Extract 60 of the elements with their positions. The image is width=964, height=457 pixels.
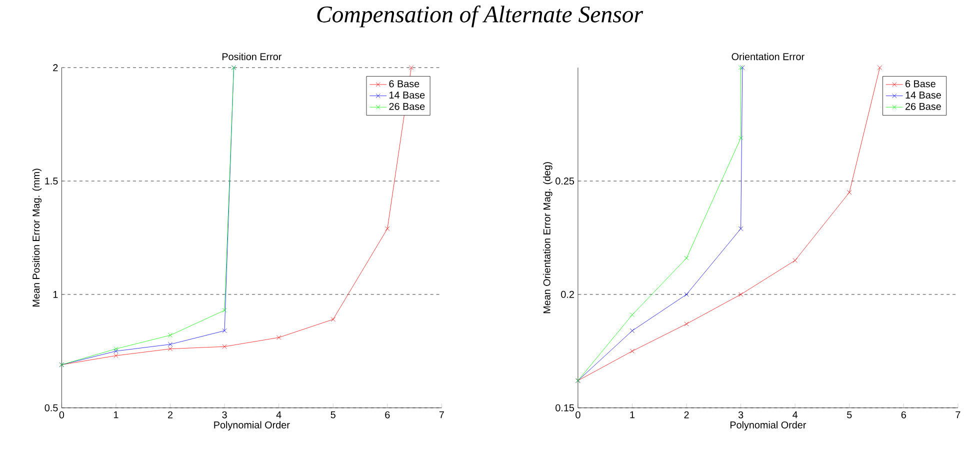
x-tick-label: 1 xyxy=(630,412,635,418)
point xyxy=(877,66,882,70)
legend-label: 14 Base xyxy=(906,92,941,99)
x-axis-title: Polynomial Order xyxy=(730,421,806,431)
x-tick-label: 0 xyxy=(576,412,580,419)
point xyxy=(330,317,336,322)
y-axis-title: Mean Orientation Error Mag. (deg) xyxy=(543,162,552,314)
x-tick-label: 3 xyxy=(738,412,744,419)
point xyxy=(222,328,227,334)
y-axis-title: Mean Position Error Mag. (mm) xyxy=(32,169,42,307)
point xyxy=(276,335,282,340)
x-tick-label: 2 xyxy=(168,412,173,418)
point xyxy=(385,226,390,232)
legend-label: 6 Base xyxy=(906,80,936,88)
x-tick-label: 0 xyxy=(59,412,64,419)
x-tick-label: 3 xyxy=(222,412,227,419)
x-tick-label: 7 xyxy=(439,412,444,418)
x-tick-label: 1 xyxy=(114,412,118,418)
legend-label: 14 Base xyxy=(390,92,425,99)
point xyxy=(630,349,635,354)
text: Compensation of Alternate Sensor xyxy=(317,6,644,28)
x-axis-title: Polynomial Order xyxy=(214,421,290,431)
point xyxy=(114,346,118,352)
legend-label: 26 Base xyxy=(906,103,941,110)
point xyxy=(684,292,689,297)
y-tick-label: 0.15 xyxy=(556,404,574,412)
point xyxy=(630,312,635,318)
chart-title: Orientation Error xyxy=(732,53,804,60)
point xyxy=(630,328,635,334)
x-tick-label: 4 xyxy=(276,412,282,418)
x-tick-label: 6 xyxy=(901,412,906,419)
point xyxy=(222,308,227,313)
x-tick-label: 5 xyxy=(847,412,852,418)
point xyxy=(222,344,227,350)
point xyxy=(738,292,744,297)
point xyxy=(408,66,414,70)
y-tick-label: 2 xyxy=(53,64,58,72)
x-tick-label: 2 xyxy=(684,412,689,418)
point xyxy=(792,258,798,263)
y-tick-label: 0.2 xyxy=(561,291,574,298)
point xyxy=(114,354,118,358)
legend-label: 6 Base xyxy=(389,80,420,88)
point xyxy=(114,349,118,354)
y-tick-label: 1.5 xyxy=(45,178,58,185)
point xyxy=(168,346,173,352)
point xyxy=(168,342,173,347)
legend-label: 26 Base xyxy=(389,103,425,110)
point xyxy=(738,136,744,140)
y-tick-label: 0.5 xyxy=(44,404,58,412)
y-tick-label: 1 xyxy=(53,291,58,298)
x-tick-label: 6 xyxy=(385,412,390,419)
x-tick-label: 5 xyxy=(330,412,336,418)
y-tick-label: 0.25 xyxy=(556,178,574,185)
chart-title: Position Error xyxy=(222,53,282,60)
point xyxy=(738,226,744,232)
x-tick-label: 7 xyxy=(956,412,960,418)
x-tick-label: 4 xyxy=(792,412,798,418)
point xyxy=(684,322,689,326)
point xyxy=(847,190,852,195)
point xyxy=(684,256,689,261)
